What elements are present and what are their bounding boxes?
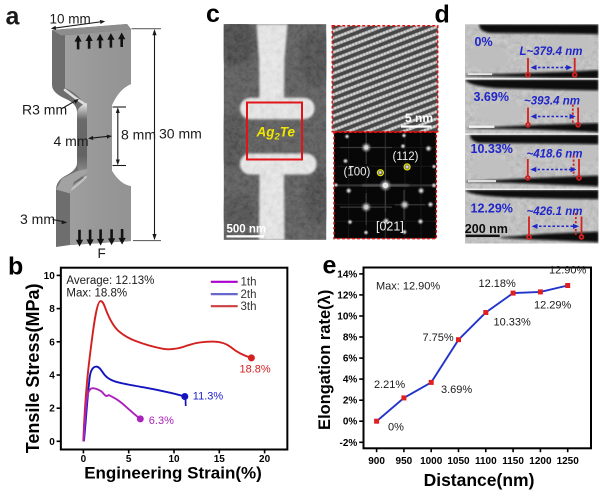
svg-text:4%: 4% bbox=[343, 375, 358, 386]
svg-text:Average: 12.13%: Average: 12.13% bbox=[66, 275, 154, 287]
svg-text:(100): (100) bbox=[344, 167, 371, 179]
svg-text:6%: 6% bbox=[343, 354, 358, 365]
svg-text:~426.1 nm: ~426.1 nm bbox=[527, 206, 583, 218]
svg-text:Max: 18.8%: Max: 18.8% bbox=[66, 287, 127, 299]
svg-text:7.75%: 7.75% bbox=[423, 332, 454, 344]
svg-text:12.29%: 12.29% bbox=[471, 202, 513, 216]
svg-text:[021]: [021] bbox=[376, 220, 404, 234]
svg-text:8%: 8% bbox=[343, 333, 358, 344]
svg-text:200 nm: 200 nm bbox=[465, 222, 508, 236]
svg-text:10: 10 bbox=[44, 271, 56, 282]
svg-text:6.3%: 6.3% bbox=[149, 415, 174, 427]
svg-text:10.33%: 10.33% bbox=[471, 142, 513, 156]
svg-text:e: e bbox=[323, 252, 337, 280]
svg-text:1150: 1150 bbox=[502, 456, 524, 467]
svg-text:10 mm: 10 mm bbox=[50, 12, 91, 27]
svg-text:a: a bbox=[6, 3, 21, 31]
svg-text:c: c bbox=[206, 0, 220, 28]
svg-text:10.33%: 10.33% bbox=[494, 317, 532, 329]
svg-text:1000: 1000 bbox=[420, 456, 443, 467]
svg-text:5 nm: 5 nm bbox=[405, 111, 433, 125]
svg-text:Elongation rate(λ): Elongation rate(λ) bbox=[316, 290, 334, 430]
svg-text:12.18%: 12.18% bbox=[479, 278, 517, 290]
svg-text:R3 mm: R3 mm bbox=[22, 102, 67, 118]
svg-text:10%: 10% bbox=[337, 312, 357, 323]
svg-text:1050: 1050 bbox=[447, 456, 470, 467]
svg-text:12%: 12% bbox=[337, 290, 357, 301]
svg-text:18.8%: 18.8% bbox=[240, 363, 271, 375]
svg-text:Max: 12.90%: Max: 12.90% bbox=[376, 281, 440, 293]
svg-text:Tensile Stress(MPa): Tensile Stress(MPa) bbox=[23, 284, 43, 454]
svg-text:3 mm: 3 mm bbox=[20, 211, 55, 227]
svg-text:1250: 1250 bbox=[557, 456, 580, 467]
svg-text:11.3%: 11.3% bbox=[193, 391, 224, 403]
svg-text:0%: 0% bbox=[343, 417, 358, 428]
svg-text:2th: 2th bbox=[241, 289, 257, 301]
svg-text:d: d bbox=[435, 1, 450, 29]
svg-text:900: 900 bbox=[368, 456, 385, 467]
svg-text:Distance(nm): Distance(nm) bbox=[424, 470, 535, 490]
svg-text:1100: 1100 bbox=[475, 456, 497, 467]
svg-text:8: 8 bbox=[49, 304, 55, 315]
svg-text:1200: 1200 bbox=[529, 456, 552, 467]
svg-text:4 mm: 4 mm bbox=[54, 133, 89, 149]
svg-text:(112): (112) bbox=[393, 151, 419, 163]
svg-text:3.69%: 3.69% bbox=[441, 384, 472, 396]
svg-text:12.29%: 12.29% bbox=[534, 299, 572, 311]
svg-text:8 mm: 8 mm bbox=[121, 127, 156, 143]
svg-text:12.90%: 12.90% bbox=[549, 264, 587, 276]
svg-text:30 mm: 30 mm bbox=[159, 126, 202, 142]
svg-text:4: 4 bbox=[49, 371, 55, 382]
svg-text:2.21%: 2.21% bbox=[374, 379, 405, 391]
svg-text:0: 0 bbox=[49, 437, 55, 448]
svg-text:Engineering Strain(%): Engineering Strain(%) bbox=[84, 464, 262, 483]
svg-text:~393.4 nm: ~393.4 nm bbox=[524, 95, 580, 107]
svg-text:-2%: -2% bbox=[340, 438, 358, 449]
svg-text:500 nm: 500 nm bbox=[227, 224, 267, 236]
svg-text:L~379.4 nm: L~379.4 nm bbox=[520, 46, 583, 58]
svg-text:3.69%: 3.69% bbox=[474, 90, 509, 104]
svg-text:0%: 0% bbox=[475, 35, 493, 49]
svg-text:~418.6 nm: ~418.6 nm bbox=[527, 148, 583, 160]
svg-text:6: 6 bbox=[49, 337, 55, 348]
svg-text:F: F bbox=[98, 246, 106, 261]
svg-text:1th: 1th bbox=[241, 277, 257, 289]
svg-text:2: 2 bbox=[49, 404, 55, 415]
svg-text:b: b bbox=[8, 253, 23, 281]
svg-text:3th: 3th bbox=[241, 301, 257, 313]
svg-text:2%: 2% bbox=[343, 396, 358, 407]
svg-text:14%: 14% bbox=[337, 269, 357, 280]
svg-text:0%: 0% bbox=[388, 422, 404, 434]
svg-text:950: 950 bbox=[396, 456, 413, 467]
